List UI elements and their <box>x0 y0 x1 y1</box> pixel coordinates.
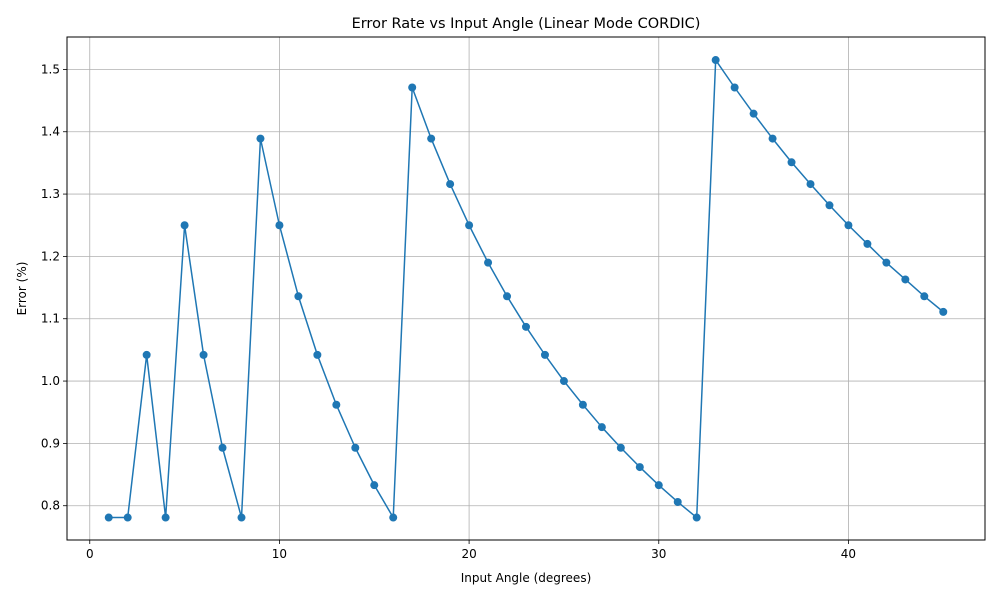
data-point <box>920 292 929 301</box>
series-layer <box>104 56 948 522</box>
y-tick-label: 0.9 <box>41 436 60 450</box>
data-point <box>446 180 455 189</box>
y-tick-label: 1.5 <box>41 62 60 76</box>
data-point <box>313 350 322 359</box>
data-point <box>484 258 493 267</box>
data-point <box>597 423 606 432</box>
data-point <box>370 481 379 490</box>
data-point <box>939 307 948 316</box>
chart-title: Error Rate vs Input Angle (Linear Mode C… <box>352 16 701 32</box>
y-axis-title: Error (%) <box>15 262 29 316</box>
data-point <box>218 443 227 452</box>
data-point <box>901 275 910 284</box>
data-point <box>351 443 360 452</box>
x-axis: 0 10 20 30 40 <box>86 540 856 561</box>
data-point <box>104 513 113 522</box>
y-tick-label: 1.0 <box>41 374 60 388</box>
data-point <box>730 83 739 92</box>
x-tick-label: 40 <box>841 547 856 561</box>
data-point <box>749 109 758 118</box>
data-point <box>465 221 474 230</box>
data-point <box>522 322 530 331</box>
data-point <box>787 158 796 167</box>
y-tick-label: 1.2 <box>41 249 60 263</box>
y-axis: 0.8 0.9 1.0 1.1 1.2 1.3 1.4 1.5 <box>41 62 67 513</box>
data-point <box>711 56 720 65</box>
data-point <box>844 221 853 230</box>
plot-frame <box>66 36 986 541</box>
data-point <box>806 180 815 189</box>
data-point <box>275 221 284 230</box>
data-point <box>332 400 341 409</box>
data-point <box>142 350 151 359</box>
data-point <box>199 350 208 359</box>
data-point <box>654 481 663 490</box>
data-point <box>503 292 512 301</box>
data-point <box>692 513 701 522</box>
data-point <box>673 497 682 506</box>
data-point <box>256 134 265 143</box>
data-point <box>427 134 436 143</box>
data-point <box>825 201 834 210</box>
data-point <box>882 258 891 267</box>
data-point <box>635 463 644 472</box>
x-axis-title: Input Angle (degrees) <box>461 571 592 585</box>
y-tick-label: 1.3 <box>41 187 60 201</box>
x-tick-label: 10 <box>272 547 287 561</box>
data-point <box>408 83 417 92</box>
data-point <box>237 513 246 522</box>
x-tick-label: 30 <box>651 547 666 561</box>
data-point <box>768 134 777 143</box>
data-point <box>616 443 625 452</box>
data-point <box>123 513 132 522</box>
data-point <box>180 221 189 230</box>
y-tick-label: 0.8 <box>41 499 60 513</box>
data-point <box>578 400 587 409</box>
data-point <box>389 513 398 522</box>
grid <box>67 37 985 540</box>
data-point <box>559 377 568 386</box>
data-point <box>863 239 872 248</box>
data-point <box>540 350 549 359</box>
data-point <box>294 292 303 301</box>
x-tick-label: 20 <box>461 547 476 561</box>
y-tick-label: 1.4 <box>41 125 60 139</box>
data-point <box>161 513 170 522</box>
x-tick-label: 0 <box>86 547 94 561</box>
y-tick-label: 1.1 <box>41 312 60 326</box>
